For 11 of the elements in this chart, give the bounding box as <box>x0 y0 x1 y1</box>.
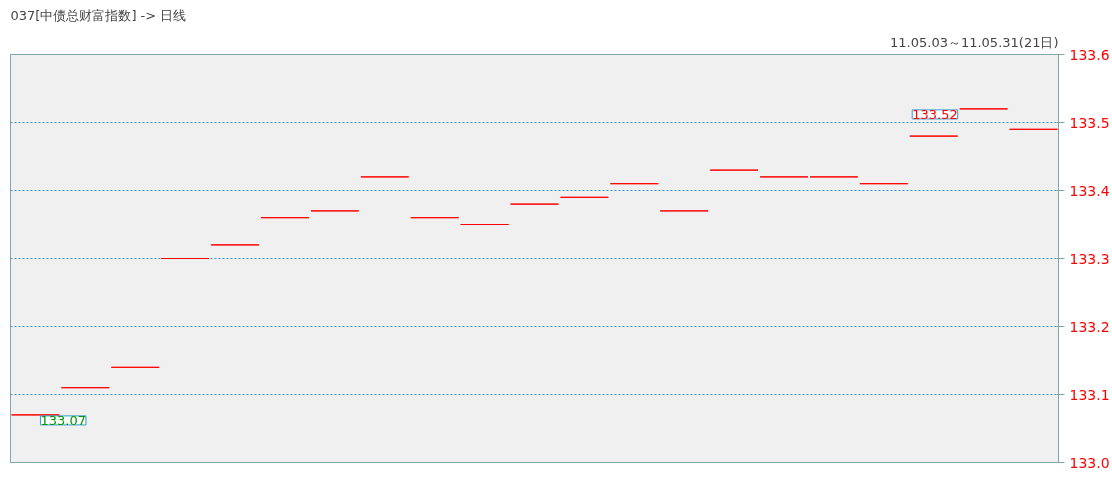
y-tick-label: 133.6 <box>1069 46 1110 63</box>
y-tick-label: 133.3 <box>1069 250 1110 267</box>
y-tick-label: 133.4 <box>1069 182 1110 199</box>
y-tick-label: 133.1 <box>1069 386 1110 403</box>
annotation: 133.52 <box>912 106 958 122</box>
y-tick-label: 133.5 <box>1069 114 1110 131</box>
chart-subtitle: 11.05.03～11.05.31(21日) <box>890 34 1059 50</box>
y-tick-label: 133.0 <box>1069 454 1110 471</box>
chart-title: 037[中债总财富指数] -> 日线 <box>10 7 187 23</box>
y-tick-label: 133.2 <box>1069 318 1110 335</box>
annotation: 133.07 <box>40 412 86 428</box>
